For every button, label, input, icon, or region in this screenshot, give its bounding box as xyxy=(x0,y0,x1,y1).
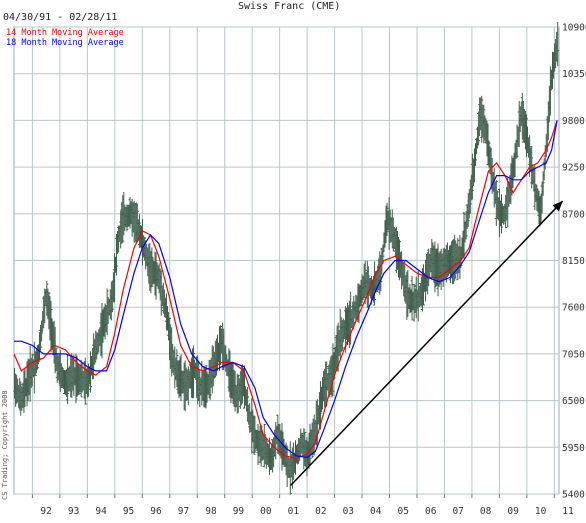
trendline-arrowhead xyxy=(552,201,563,212)
y-tick-label: 8700 xyxy=(562,209,585,220)
x-tick-label: 92 xyxy=(40,506,51,517)
y-tick-label: 9800 xyxy=(562,116,585,127)
moving-average-18-line xyxy=(14,120,558,459)
x-tick-label: 01 xyxy=(288,506,300,517)
copyright-text: CS Trading; Copyright 2008 xyxy=(1,390,9,500)
y-tick-label: 5950 xyxy=(562,443,585,454)
x-tick-label: 06 xyxy=(425,506,437,517)
y-tick-label: 5400 xyxy=(562,490,585,501)
date-range: 04/30/91 - 02/28/11 xyxy=(3,12,117,23)
trendline xyxy=(290,200,564,487)
trendline-line xyxy=(290,200,564,487)
price-bars xyxy=(13,21,560,495)
moving-average-lines xyxy=(13,120,558,459)
x-tick-label: 07 xyxy=(452,506,463,517)
legend-ma14: 14 Month Moving Average xyxy=(6,28,124,38)
x-tick-label: 03 xyxy=(343,506,354,517)
x-tick-label: 95 xyxy=(123,506,134,517)
x-tick-label: 05 xyxy=(398,506,409,517)
x-tick-label: 96 xyxy=(150,506,162,517)
y-tick-label: 8150 xyxy=(562,256,585,267)
chart-title: Swiss Franc (CME) xyxy=(238,1,340,12)
x-tick-label: 97 xyxy=(178,506,189,517)
y-tick-label: 10350 xyxy=(562,69,586,80)
y-tick-label: 7600 xyxy=(562,303,585,314)
x-tick-label: 94 xyxy=(95,506,107,517)
x-tick-label: 11 xyxy=(562,506,574,517)
moving-average-14-line xyxy=(13,120,558,459)
legend-ma18: 18 Month Moving Average xyxy=(6,38,124,48)
x-tick-label: 98 xyxy=(205,506,217,517)
x-tick-label: 02 xyxy=(315,506,326,517)
y-tick-label: 9250 xyxy=(562,163,585,174)
y-tick-label: 6500 xyxy=(562,396,585,407)
y-tick-label: 10900 xyxy=(562,23,586,34)
x-tick-label: 99 xyxy=(233,506,245,517)
axis-ticks: 5400595065007050760081508700925098001035… xyxy=(31,23,586,517)
x-tick-label: 00 xyxy=(260,506,272,517)
x-tick-label: 08 xyxy=(480,506,492,517)
x-tick-label: 09 xyxy=(507,506,519,517)
x-tick-label: 10 xyxy=(535,506,547,517)
x-tick-label: 93 xyxy=(68,506,79,517)
x-tick-label: 04 xyxy=(370,506,382,517)
y-tick-label: 7050 xyxy=(562,349,585,360)
